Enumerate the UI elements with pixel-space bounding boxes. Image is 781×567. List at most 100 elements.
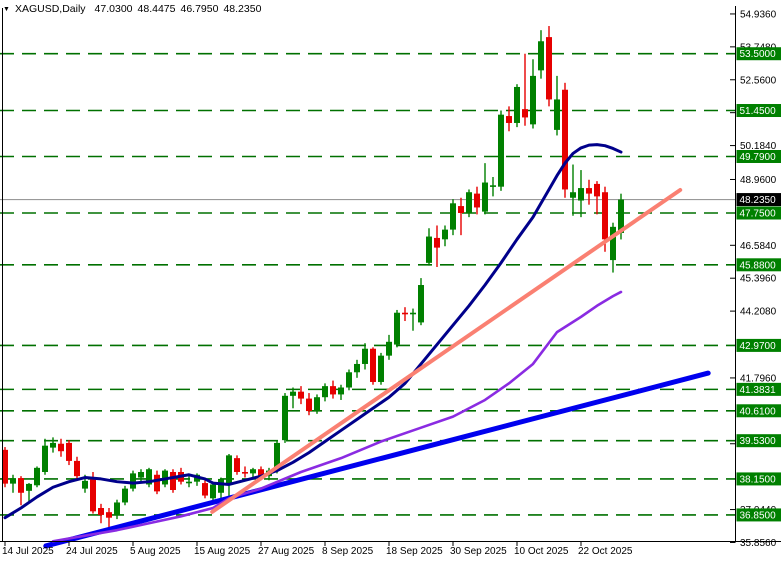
trendline-salmon[interactable]: [210, 188, 683, 514]
candle-body: [154, 474, 160, 492]
candle-body: [242, 471, 248, 474]
candle-body: [226, 455, 232, 484]
x-axis-date-label: 22 Oct 2025: [578, 546, 633, 557]
y-axis-tick-label: 52.5600: [740, 75, 777, 86]
candle-body: [530, 75, 536, 125]
candle-body: [234, 458, 240, 472]
candle-body: [10, 478, 16, 484]
candle-body: [306, 398, 312, 412]
candle-body: [466, 192, 472, 213]
candle-body: [74, 460, 80, 477]
candle-body: [58, 443, 64, 452]
candle-body: [370, 348, 376, 382]
candle-body: [90, 478, 96, 512]
y-axis-tick-label: 44.2080: [740, 307, 777, 318]
candle-body: [122, 488, 128, 503]
candle-body: [50, 442, 56, 448]
level-price-label: 36.8500: [740, 510, 777, 521]
level-price-label-box: [736, 206, 781, 220]
candle-body: [298, 391, 304, 399]
level-price-label-box: [736, 404, 781, 418]
level-price-label-box: [736, 258, 781, 272]
candle-body: [274, 442, 280, 471]
y-axis-tick-label: 50.1840: [740, 141, 777, 152]
candle-body: [186, 481, 192, 484]
candle-body: [34, 467, 40, 486]
candle-body: [514, 86, 520, 123]
current-price-label-box: [736, 193, 781, 207]
candle-body: [18, 478, 24, 493]
chart-dropdown-icon[interactable]: ▼: [3, 5, 10, 13]
ma-slow-purple-line: [51, 290, 623, 543]
y-axis-tick-label: 46.5840: [740, 241, 777, 252]
candle-body: [2, 449, 8, 484]
candle-body: [338, 387, 344, 395]
candle-body: [362, 348, 368, 364]
ohlc-high-value: 48.4475: [137, 3, 176, 15]
x-axis-date-label: 15 Aug 2025: [194, 546, 251, 557]
support-resistance-level-lines: [0, 52, 735, 516]
level-price-label-box: [736, 149, 781, 163]
trendline-blue[interactable]: [43, 370, 711, 549]
candle-body: [210, 484, 216, 499]
candle-body: [202, 483, 208, 496]
candle-body: [554, 99, 560, 130]
candle-body: [602, 192, 608, 240]
candle-body: [474, 193, 480, 208]
candle-body: [586, 188, 592, 194]
level-price-label: 51.4500: [740, 106, 777, 117]
candle-body: [170, 471, 176, 490]
candle-body: [138, 471, 144, 478]
axis-border: [0, 6, 781, 542]
candle-body: [98, 508, 104, 515]
x-axis-date-label: 27 Aug 2025: [258, 546, 315, 557]
candle-body: [426, 236, 432, 263]
y-axis-ticks: 54.936053.748052.560051.372050.184048.96…: [730, 9, 777, 549]
chart-title-bar: ▼ XAGUSD,Daily 47.0300 48.4475 46.7950 4…: [3, 3, 266, 15]
level-price-label: 42.9700: [740, 341, 777, 352]
level-price-label: 53.5000: [740, 49, 777, 60]
candle-body: [594, 183, 600, 197]
level-price-label-box: [736, 472, 781, 486]
level-price-label: 38.1500: [740, 474, 777, 485]
candle-body: [538, 41, 544, 71]
y-axis-tick-label: 41.7960: [740, 373, 777, 384]
candle-body: [66, 442, 72, 461]
candle-body: [330, 386, 336, 395]
y-axis-tick-label: 54.9360: [740, 9, 777, 20]
ohlc-open-value: 47.0300: [94, 3, 133, 15]
candle-body: [354, 363, 360, 373]
level-price-label: 49.7900: [740, 152, 777, 163]
y-axis-tick-label: 45.3960: [740, 274, 777, 285]
candle-body: [442, 229, 448, 240]
candle-body: [386, 341, 392, 356]
candle-body: [314, 397, 320, 412]
level-price-label-box: [736, 382, 781, 396]
level-price-label: 40.6100: [740, 406, 777, 417]
ma-fast-navy-line: [3, 143, 623, 520]
candle-body: [378, 355, 384, 382]
candle-body: [562, 89, 568, 190]
candle-body: [522, 109, 528, 118]
candle-body: [114, 502, 120, 515]
candlesticks: [2, 26, 624, 528]
symbol-timeframe-label: XAGUSD,Daily: [14, 3, 86, 15]
x-axis-date-label: 24 Jul 2025: [66, 546, 118, 557]
x-axis-date-label: 10 Oct 2025: [514, 546, 569, 557]
level-price-label: 45.8800: [740, 260, 777, 271]
candle-body: [42, 445, 48, 472]
candle-body: [418, 285, 424, 323]
x-axis-date-label: 14 Jul 2025: [2, 546, 54, 557]
level-price-label-box: [736, 104, 781, 118]
candle-body: [498, 114, 504, 187]
y-axis-tick-label: 35.8560: [740, 538, 777, 549]
candle-body: [130, 473, 136, 489]
x-axis-date-label: 30 Sep 2025: [450, 546, 507, 557]
candle-body: [282, 395, 288, 441]
ohlc-low-value: 46.7950: [180, 3, 219, 15]
candle-body: [410, 312, 416, 315]
candle-body: [26, 483, 32, 491]
candle-body: [82, 480, 88, 489]
